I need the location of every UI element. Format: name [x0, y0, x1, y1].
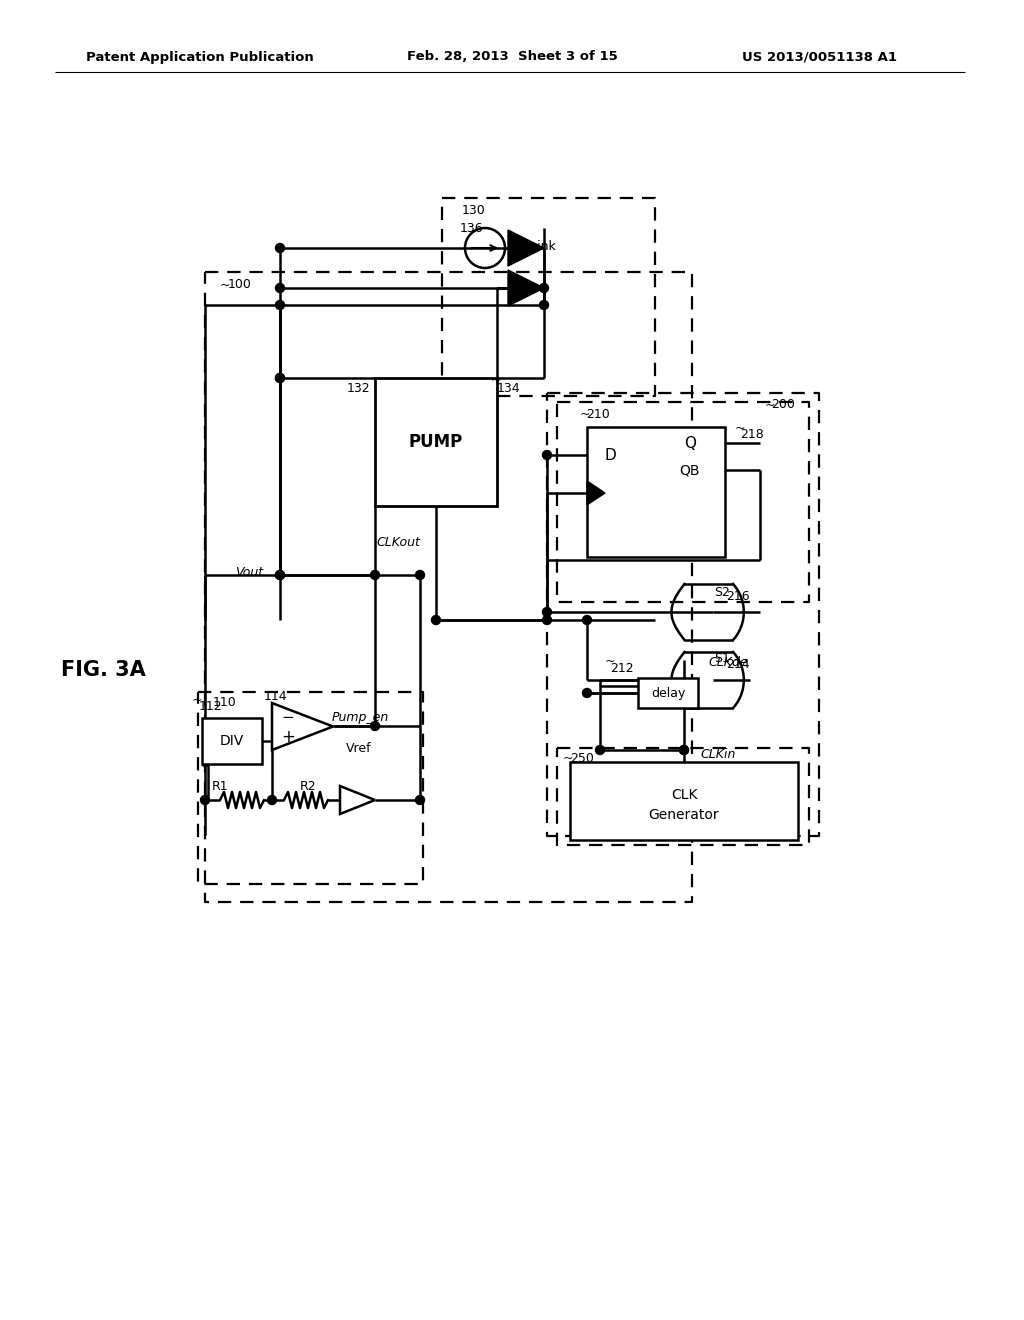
- Text: 216: 216: [726, 590, 750, 603]
- Circle shape: [275, 570, 285, 579]
- Text: CLKout: CLKout: [376, 536, 420, 549]
- Circle shape: [416, 570, 425, 579]
- Bar: [570, 762, 798, 840]
- Text: US 2013/0051138 A1: US 2013/0051138 A1: [742, 50, 897, 63]
- Circle shape: [275, 570, 285, 579]
- Text: ~: ~: [191, 693, 203, 706]
- Circle shape: [275, 243, 285, 252]
- Text: 200: 200: [771, 399, 795, 412]
- Circle shape: [267, 796, 276, 804]
- Text: 218: 218: [740, 429, 764, 441]
- Circle shape: [543, 450, 552, 459]
- Circle shape: [596, 746, 604, 755]
- Text: CLKde: CLKde: [708, 656, 748, 669]
- Text: 130: 130: [462, 203, 485, 216]
- Circle shape: [680, 746, 688, 755]
- Text: ~: ~: [735, 421, 745, 434]
- Text: I.sink: I.sink: [524, 239, 557, 252]
- Text: D: D: [604, 447, 615, 462]
- Text: 212: 212: [610, 661, 634, 675]
- Text: ~: ~: [563, 751, 573, 764]
- Text: 250: 250: [570, 751, 594, 764]
- Text: 114: 114: [263, 689, 287, 702]
- Text: Pump_en: Pump_en: [332, 710, 389, 723]
- Text: CLK: CLK: [671, 788, 697, 803]
- Text: ~: ~: [765, 399, 775, 412]
- Text: R1: R1: [212, 780, 228, 792]
- Text: ~: ~: [220, 279, 230, 292]
- Circle shape: [275, 374, 285, 383]
- Text: S2: S2: [714, 586, 730, 598]
- Text: R2: R2: [300, 780, 316, 792]
- Text: Feb. 28, 2013  Sheet 3 of 15: Feb. 28, 2013 Sheet 3 of 15: [407, 50, 617, 63]
- Bar: [587, 426, 725, 557]
- Circle shape: [275, 374, 285, 383]
- Text: 110: 110: [213, 697, 237, 710]
- Text: ~: ~: [490, 374, 502, 387]
- Text: 100: 100: [228, 279, 252, 292]
- Circle shape: [543, 615, 552, 624]
- Text: +: +: [281, 729, 295, 746]
- Text: PUMP: PUMP: [409, 433, 463, 451]
- Text: 132: 132: [346, 381, 370, 395]
- Circle shape: [540, 301, 549, 309]
- Text: Patent Application Publication: Patent Application Publication: [86, 50, 314, 63]
- Circle shape: [275, 284, 285, 293]
- Circle shape: [543, 607, 552, 616]
- Circle shape: [371, 722, 380, 730]
- Circle shape: [583, 689, 592, 697]
- Text: 214: 214: [726, 657, 750, 671]
- Circle shape: [371, 570, 380, 579]
- Circle shape: [275, 301, 285, 309]
- Text: delay: delay: [651, 686, 685, 700]
- Text: 134: 134: [497, 381, 520, 395]
- Text: Q: Q: [684, 436, 696, 450]
- Text: 136: 136: [459, 222, 482, 235]
- Text: 210: 210: [586, 408, 610, 421]
- Polygon shape: [508, 230, 544, 267]
- Text: FIG. 3A: FIG. 3A: [60, 660, 145, 680]
- Polygon shape: [587, 480, 605, 506]
- Circle shape: [416, 796, 425, 804]
- Text: Vout: Vout: [234, 565, 263, 578]
- Text: S1: S1: [714, 652, 730, 665]
- Circle shape: [431, 615, 440, 624]
- Text: 112: 112: [199, 701, 222, 714]
- Circle shape: [680, 746, 688, 755]
- Bar: [375, 378, 497, 506]
- Polygon shape: [508, 271, 544, 306]
- Circle shape: [201, 796, 210, 804]
- Text: −: −: [282, 710, 294, 726]
- Text: QB: QB: [680, 463, 700, 477]
- Text: DIV: DIV: [220, 734, 244, 748]
- Text: Generator: Generator: [648, 808, 719, 822]
- Bar: [202, 718, 262, 764]
- Text: CLKin: CLKin: [700, 748, 735, 762]
- Text: Vref: Vref: [346, 742, 372, 755]
- Circle shape: [540, 284, 549, 293]
- Text: ~: ~: [580, 408, 590, 421]
- Bar: [638, 678, 698, 708]
- Text: ~: ~: [605, 655, 615, 668]
- Circle shape: [583, 615, 592, 624]
